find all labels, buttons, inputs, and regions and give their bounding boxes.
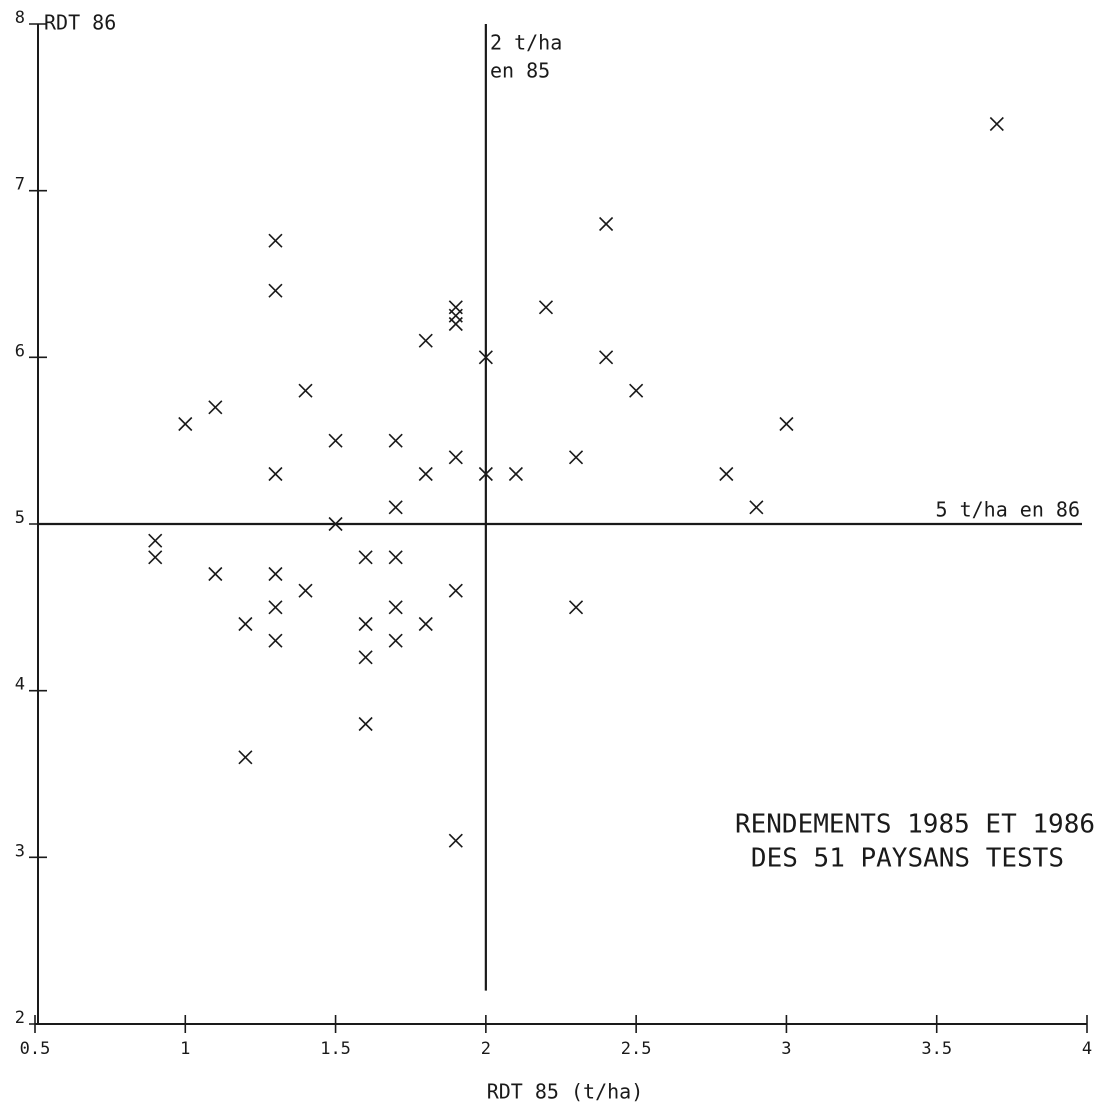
data-point	[719, 466, 734, 482]
data-point	[388, 550, 403, 565]
data-point	[418, 466, 433, 482]
data-point	[508, 466, 523, 482]
data-point	[208, 566, 223, 582]
x-tick-label: 2	[481, 1039, 491, 1059]
data-point	[448, 583, 463, 598]
data-point	[538, 300, 554, 315]
data-point	[478, 350, 493, 365]
data-point	[328, 433, 343, 448]
data-point	[268, 633, 283, 648]
data-point	[298, 583, 313, 598]
data-point	[238, 750, 253, 765]
x-axis-label: RDT 85 (t/ha)	[487, 1080, 644, 1104]
data-point	[599, 350, 614, 365]
y-tick-label: 3	[15, 841, 25, 861]
data-point	[238, 616, 253, 632]
x-tick-label: 3	[781, 1039, 791, 1059]
data-point	[629, 383, 644, 398]
data-point	[388, 433, 403, 448]
data-point	[358, 550, 373, 565]
x-tick-label: 1	[180, 1039, 190, 1059]
data-point	[268, 466, 283, 482]
data-point	[989, 116, 1004, 132]
y-tick-label: 7	[15, 175, 25, 195]
x-tick-label: 1.5	[320, 1039, 351, 1059]
data-point	[779, 416, 794, 432]
data-point	[418, 333, 433, 348]
data-point	[568, 450, 584, 465]
data-point	[268, 283, 283, 298]
x-tick-label: 2.5	[621, 1039, 652, 1059]
data-point	[298, 383, 313, 398]
y-tick-label: 5	[15, 508, 25, 528]
data-point	[478, 466, 493, 482]
data-point	[268, 233, 283, 248]
data-point	[328, 516, 343, 532]
data-point	[268, 566, 283, 582]
chart-title-line-2: DES 51 PAYSANS TESTS	[751, 844, 1064, 874]
data-point	[148, 533, 163, 548]
y-axis-label: RDT 86	[44, 11, 116, 35]
reference-lines	[38, 24, 1082, 991]
data-points	[148, 116, 1004, 848]
data-point	[358, 716, 373, 732]
x-tick-label: 4	[1082, 1039, 1092, 1059]
data-point	[388, 633, 403, 648]
vertical-ref-label-line-2: en 85	[490, 59, 550, 83]
data-point	[208, 400, 223, 415]
data-point	[418, 616, 433, 632]
data-point	[268, 600, 283, 615]
chart-labels: RDT 86 RDT 85 (t/ha) 2 t/ha en 85 5 t/ha…	[44, 11, 1095, 1104]
y-tick-label: 8	[15, 8, 25, 28]
data-point	[448, 450, 463, 465]
axes: 0.5 1 1.5 2 2.5 3 3.5 4 2 3 4 5 6 7 8	[15, 8, 1092, 1059]
y-tick-label: 4	[15, 675, 25, 695]
horizontal-ref-label: 5 t/ha en 86	[936, 498, 1081, 522]
data-point	[568, 600, 584, 615]
data-point	[358, 616, 373, 632]
data-point	[388, 500, 403, 515]
x-tick-label: 3.5	[921, 1039, 952, 1059]
data-point	[358, 650, 373, 665]
chart-title-line-1: RENDEMENTS 1985 ET 1986	[735, 810, 1095, 840]
y-tick-label: 6	[15, 341, 25, 361]
y-tick-label: 2	[15, 1008, 25, 1028]
vertical-ref-label-line-1: 2 t/ha	[490, 31, 562, 55]
data-point	[749, 500, 764, 515]
data-point	[448, 316, 463, 332]
data-point	[148, 550, 163, 565]
data-point	[178, 416, 193, 432]
data-point	[599, 216, 614, 232]
x-tick-label: 0.5	[20, 1039, 51, 1059]
data-point	[388, 600, 403, 615]
data-point	[448, 833, 463, 848]
